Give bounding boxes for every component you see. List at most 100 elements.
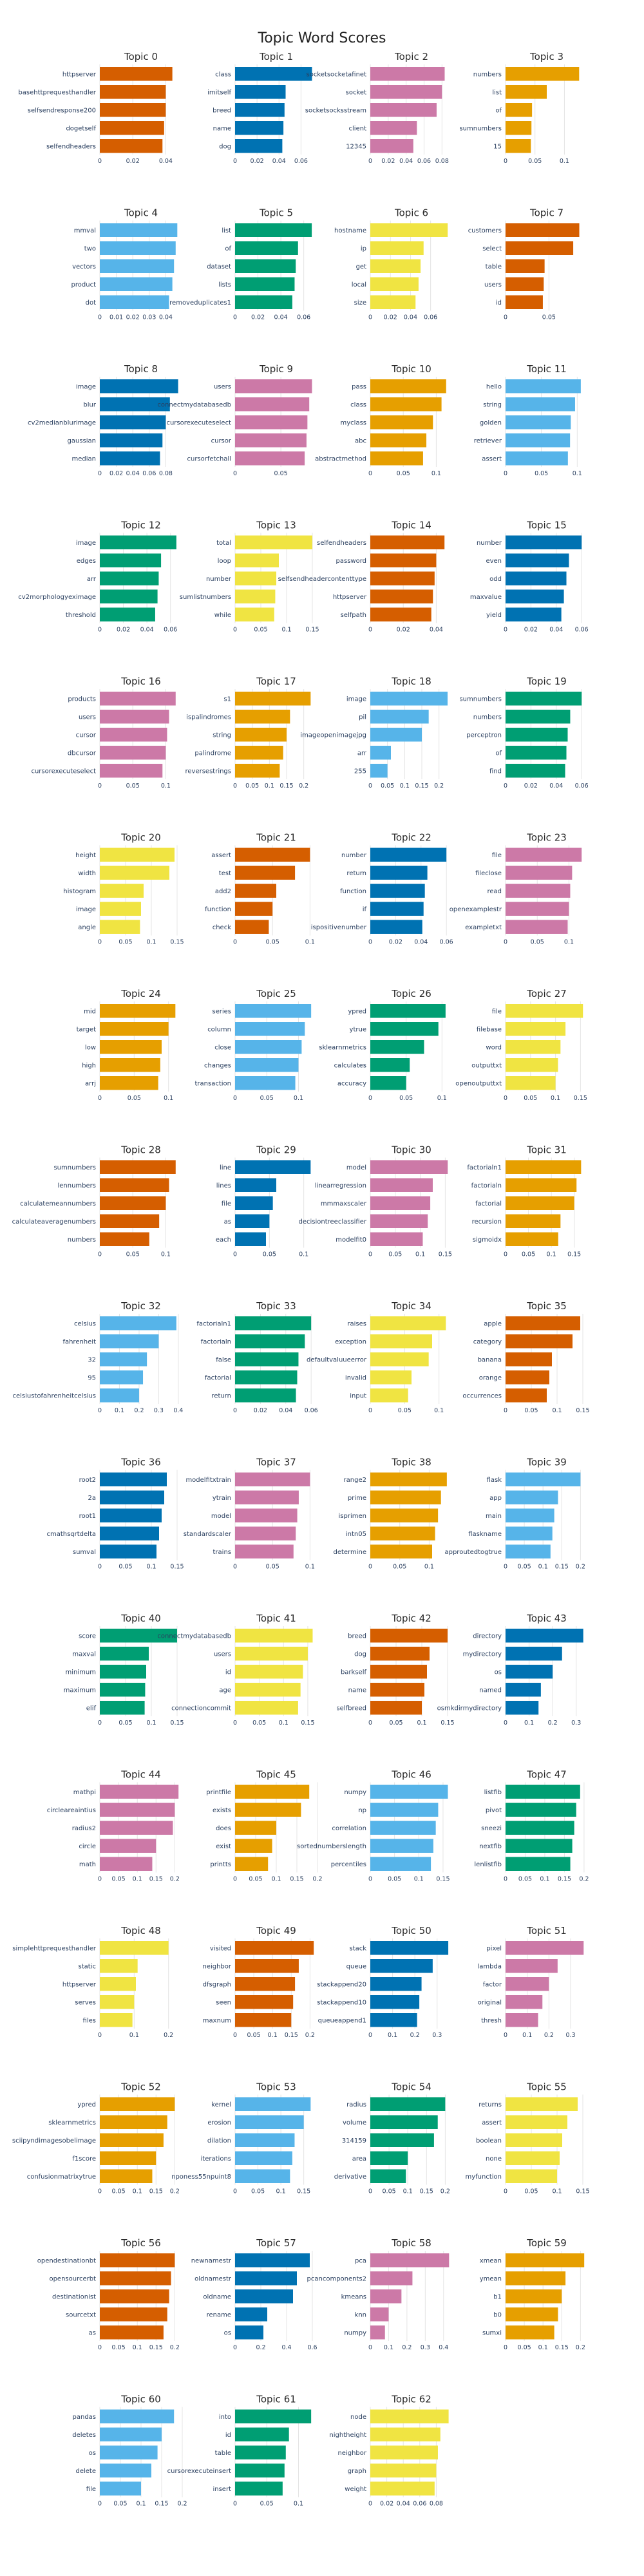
- word-label: sklearnmetrics: [319, 1044, 366, 1051]
- word-label: factorialn1: [467, 1164, 502, 1171]
- word-label: return: [211, 1392, 231, 1399]
- word-label: intn05: [346, 1531, 366, 1538]
- word-label: pass: [352, 383, 366, 390]
- panel-title: Topic 36: [120, 1457, 161, 1468]
- topic-panel: Topic 10 0 0.05 0.1 pass class myclass abc abstr…: [315, 363, 446, 477]
- x-tick-label: 0: [504, 470, 507, 477]
- word-label: cursor: [211, 437, 232, 444]
- topic-panel: Topic 32 0 0.1 0.2 0.3 0.4 celsius fahrenheit 32…: [12, 1300, 183, 1414]
- word-bar: [370, 535, 445, 549]
- topic-panel: Topic 51 0 0.1 0.2 0.3 pixel lambda factor origi…: [478, 1925, 584, 2039]
- x-tick-label: 0.02: [254, 1407, 267, 1414]
- x-tick-label: 0.1: [294, 2501, 303, 2508]
- word-label: factorialn1: [196, 1320, 231, 1327]
- x-tick-label: 0.1: [115, 1407, 124, 1414]
- word-label: vectors: [72, 263, 96, 270]
- word-label: orange: [479, 1374, 502, 1381]
- word-bar: [235, 884, 276, 898]
- word-bar: [100, 1232, 149, 1246]
- word-label: main: [486, 1513, 502, 1520]
- word-label: dog: [219, 143, 231, 150]
- x-tick-label: 0.05: [118, 1564, 132, 1571]
- x-tick-label: 0.15: [555, 1564, 569, 1571]
- panel-title: Topic 22: [391, 832, 431, 844]
- word-label: word: [486, 1044, 502, 1051]
- panel-title: Topic 53: [256, 2081, 296, 2093]
- word-label: s1: [223, 696, 231, 703]
- x-tick-label: 0.15: [440, 1719, 454, 1727]
- word-bar: [235, 1490, 299, 1504]
- word-label: connectmydatabasedb: [157, 1633, 231, 1640]
- word-bar: [370, 884, 425, 898]
- word-label: loop: [218, 558, 231, 565]
- word-bar: [100, 1647, 149, 1661]
- word-label: find: [489, 768, 502, 775]
- word-bar: [506, 1508, 554, 1522]
- word-bar: [100, 920, 140, 934]
- x-tick-label: 0.06: [417, 158, 431, 165]
- word-bar: [506, 1839, 573, 1853]
- word-label: math: [79, 1861, 96, 1868]
- word-bar: [506, 1995, 543, 2009]
- word-label: does: [216, 1825, 231, 1832]
- word-bar: [235, 295, 292, 309]
- word-bar: [506, 85, 547, 99]
- word-label: ymean: [480, 2275, 502, 2282]
- x-tick-label: 0: [233, 939, 237, 946]
- word-bar: [100, 277, 173, 291]
- x-tick-label: 0.05: [118, 939, 132, 946]
- word-label: ypred: [348, 1008, 366, 1015]
- x-tick-label: 0: [233, 314, 237, 321]
- topic-panel: Topic 54 0 0.05 0.1 0.15 0.2 radius volume 31415…: [334, 2081, 450, 2195]
- word-bar: [100, 1022, 169, 1036]
- x-tick-label: 0.05: [113, 2501, 127, 2508]
- x-tick-label: 0.1: [414, 1876, 424, 1883]
- word-bar: [506, 1214, 561, 1228]
- x-tick-label: 0.05: [247, 2032, 261, 2039]
- panel-title: Topic 11: [526, 363, 567, 375]
- word-label: cursorexecuteinsert: [167, 2468, 231, 2475]
- x-tick-label: 0.15: [436, 1876, 450, 1883]
- word-label: target: [77, 1026, 96, 1033]
- panel-title: Topic 16: [120, 676, 161, 687]
- x-tick-label: 0.04: [549, 627, 563, 634]
- word-bar: [235, 2013, 292, 2027]
- word-bar: [506, 1388, 547, 1403]
- word-bar: [506, 1370, 549, 1385]
- x-tick-label: 0.04: [414, 939, 428, 946]
- word-bar: [100, 692, 176, 706]
- x-tick-label: 0.15: [279, 782, 293, 790]
- word-bar: [370, 1370, 412, 1385]
- word-label: boolean: [476, 2137, 502, 2145]
- topic-panel: Topic 13 0 0.05 0.1 0.15 total loop number sumli…: [180, 520, 319, 634]
- word-label: stackappend20: [317, 1981, 366, 1988]
- word-label: standardscaler: [184, 1531, 232, 1538]
- word-bar: [235, 571, 276, 585]
- word-label: 12345: [346, 143, 366, 150]
- x-tick-label: 0.2: [576, 2344, 585, 2351]
- word-bar: [370, 397, 442, 412]
- word-label: even: [486, 558, 502, 565]
- word-bar: [370, 1857, 431, 1871]
- x-tick-label: 0.05: [535, 470, 548, 477]
- word-label: httpserver: [62, 1981, 97, 1988]
- panel-title: Topic 13: [256, 520, 296, 531]
- word-label: approutedtogtrue: [444, 1549, 502, 1556]
- word-label: seen: [216, 1999, 231, 2006]
- x-tick-label: 0.1: [564, 939, 574, 946]
- word-bar: [235, 1316, 312, 1331]
- word-label: function: [340, 888, 366, 895]
- word-label: selfendheaders: [317, 540, 366, 547]
- word-bar: [100, 1196, 166, 1210]
- word-bar: [100, 728, 167, 742]
- word-bar: [235, 223, 312, 237]
- word-bar: [370, 1040, 424, 1054]
- word-bar: [370, 848, 447, 862]
- topic-panel: Topic 8 0 0.02 0.04 0.06 0.08 image blur cv2medi…: [28, 363, 178, 477]
- word-bar: [370, 902, 424, 916]
- x-tick-label: 0.15: [170, 1719, 184, 1727]
- panel-title: Topic 52: [120, 2081, 161, 2093]
- word-label: string: [483, 401, 502, 408]
- word-bar: [235, 1388, 296, 1403]
- topic-panel: Topic 48 0 0.1 0.2 simplehttprequesthandler s…: [12, 1925, 173, 2039]
